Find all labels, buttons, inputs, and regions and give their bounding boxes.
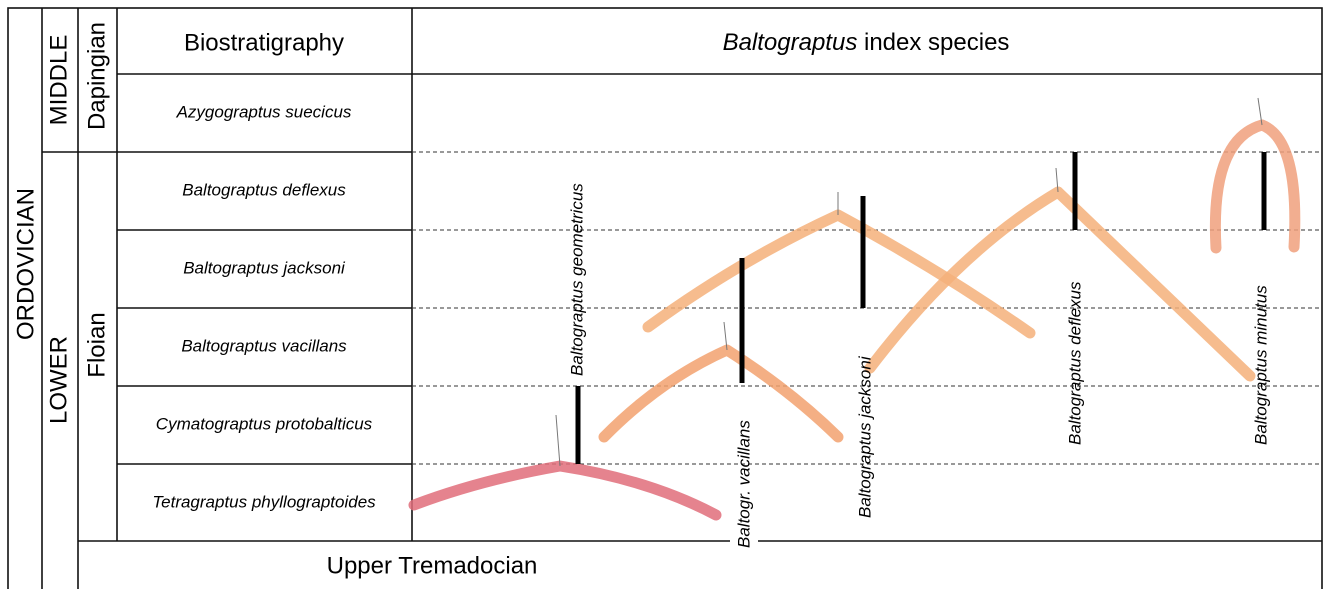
graptolite-drawings bbox=[414, 98, 1295, 515]
series-label: MIDDLE bbox=[45, 35, 72, 126]
column-header: Biostratigraphy bbox=[184, 29, 344, 56]
stage-label: Dapingian bbox=[83, 22, 110, 130]
system-label: ORDOVICIAN bbox=[12, 188, 39, 340]
stratigraphy-diagram: ORDOVICIAN MIDDLE LOWER Dapingian Floian… bbox=[0, 0, 1327, 589]
zone-label: Azygograptus suecicus bbox=[176, 102, 352, 121]
species-label: Baltograptus minutus bbox=[1251, 285, 1270, 445]
stage-label: Floian bbox=[83, 312, 110, 377]
header-rest: index species bbox=[864, 29, 1009, 56]
base-stage: Upper Tremadocian bbox=[327, 552, 538, 579]
column-header: Baltograptus index species bbox=[723, 29, 1010, 56]
genus: Baltograptus bbox=[723, 29, 858, 56]
zone-label: Baltograptus vacillans bbox=[181, 336, 347, 355]
species-label: Baltograptus jacksoni bbox=[855, 355, 874, 518]
species-label: Baltogr. vacillans bbox=[734, 420, 753, 548]
series-label: LOWER bbox=[45, 336, 72, 424]
species-label: Baltograptus deflexus bbox=[1065, 281, 1084, 445]
species-label: Baltograptus geometricus bbox=[567, 183, 586, 376]
zone-label: Cymatograptus protobalticus bbox=[156, 414, 373, 433]
zone-label: Tetragraptus phyllograptoides bbox=[152, 492, 376, 511]
zone-label: Baltograptus deflexus bbox=[182, 180, 346, 199]
zone-label: Baltograptus jacksoni bbox=[183, 258, 346, 277]
